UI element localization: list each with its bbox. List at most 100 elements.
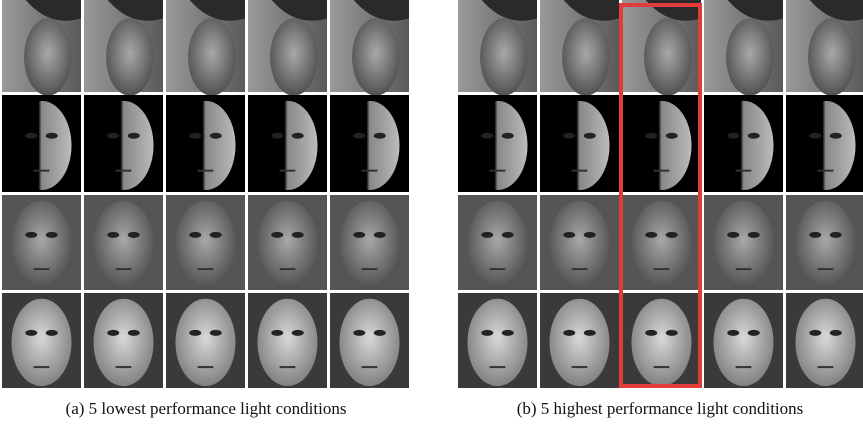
eye [481, 330, 493, 336]
eye [107, 133, 119, 139]
eye [481, 232, 493, 238]
face [713, 201, 773, 288]
face [549, 201, 609, 288]
face-image [704, 195, 783, 290]
face [467, 201, 527, 288]
face [631, 299, 691, 386]
eye [809, 232, 821, 238]
face [480, 18, 527, 95]
face-image [248, 95, 327, 192]
eye [563, 330, 575, 336]
face-image [248, 0, 327, 96]
face-image [458, 293, 537, 388]
eye [645, 133, 657, 139]
eye [374, 133, 386, 139]
face [257, 299, 317, 386]
eye [107, 330, 119, 336]
eye [271, 232, 283, 238]
face [562, 18, 609, 95]
face [24, 18, 71, 95]
face-image [458, 195, 537, 290]
eye [727, 133, 739, 139]
eye [830, 330, 842, 336]
face-image [786, 0, 863, 96]
eye [25, 330, 37, 336]
face-image [330, 293, 409, 388]
face-image [330, 95, 409, 192]
face-image [458, 0, 537, 96]
face-image [786, 195, 863, 290]
face-image [84, 195, 163, 290]
eye [809, 330, 821, 336]
face-image [2, 195, 81, 290]
eye [46, 232, 58, 238]
eye [645, 232, 657, 238]
eye [502, 133, 514, 139]
face [11, 101, 71, 190]
eye [128, 330, 140, 336]
face-image [622, 95, 701, 192]
eye [353, 133, 365, 139]
face-image [540, 195, 619, 290]
face [11, 201, 71, 288]
face [631, 201, 691, 288]
eye [830, 232, 842, 238]
eye [645, 330, 657, 336]
face-image [622, 0, 701, 96]
face [795, 299, 855, 386]
eye [271, 133, 283, 139]
face [93, 299, 153, 386]
eye [830, 133, 842, 139]
eye [563, 232, 575, 238]
face [257, 101, 317, 190]
face-image [166, 95, 245, 192]
face [467, 101, 527, 190]
face-image [704, 95, 783, 192]
eye [128, 232, 140, 238]
face-image [704, 0, 783, 96]
eye [107, 232, 119, 238]
eye [210, 232, 222, 238]
eye [666, 133, 678, 139]
face [352, 18, 399, 95]
eye [584, 330, 596, 336]
caption: (b) 5 highest performance light conditio… [517, 399, 804, 418]
face-image [2, 0, 81, 96]
eye [748, 133, 760, 139]
eye [128, 133, 140, 139]
eye [46, 330, 58, 336]
face [270, 18, 317, 95]
eye [271, 330, 283, 336]
face [795, 201, 855, 288]
eye [666, 330, 678, 336]
figure: (a) 5 lowest performance light condition… [0, 0, 863, 427]
face [644, 18, 691, 95]
face-image [166, 0, 245, 96]
eye [292, 133, 304, 139]
face-image [786, 293, 863, 388]
face [175, 101, 235, 190]
eye [210, 133, 222, 139]
eye [584, 232, 596, 238]
eye [563, 133, 575, 139]
face [713, 299, 773, 386]
face [106, 18, 153, 95]
face-image [330, 0, 409, 96]
face-image [540, 293, 619, 388]
eye [584, 133, 596, 139]
eye [25, 232, 37, 238]
face [257, 201, 317, 288]
face [726, 18, 773, 95]
face-image [84, 0, 163, 96]
eye [292, 232, 304, 238]
eye [666, 232, 678, 238]
eye [727, 232, 739, 238]
eye [502, 330, 514, 336]
face-image [2, 95, 81, 192]
face [549, 299, 609, 386]
face [11, 299, 71, 386]
caption: (a) 5 lowest performance light condition… [66, 399, 347, 418]
face-image [166, 293, 245, 388]
face-image [622, 293, 701, 388]
face-image [540, 95, 619, 192]
